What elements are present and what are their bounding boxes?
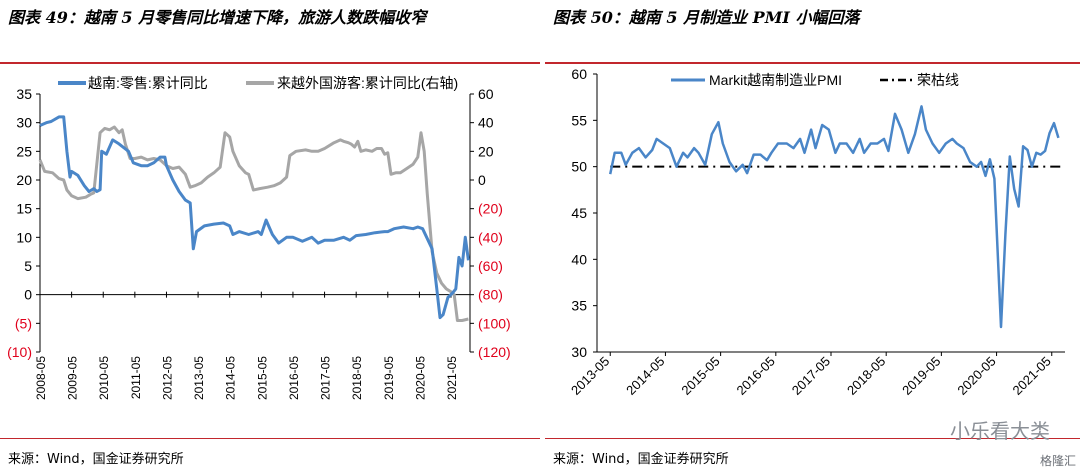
y-tick-label: 45	[571, 205, 587, 221]
x-tick-label: 2016-05	[734, 354, 778, 398]
x-tick-label: 2011-05	[129, 356, 143, 399]
left-bottom-rule	[0, 438, 540, 439]
y-tick-label: 50	[571, 159, 587, 175]
left-title-rule	[0, 62, 540, 64]
watermark-sub: 格隆汇	[1040, 452, 1076, 469]
legend-label-tourists: 来越外国游客:累计同比(右轴)	[277, 75, 458, 91]
x-tick-label: 2018-05	[844, 354, 888, 398]
y-right-tick-label: (20)	[478, 201, 503, 217]
x-tick-label: 2017-05	[319, 356, 333, 400]
left-chart-title: 图表 49：越南 5 月零售同比增速下降，旅游人数跌幅收窄	[8, 6, 528, 30]
y-right-tick-label: 40	[478, 115, 494, 131]
y-right-tick-label: 20	[478, 143, 494, 159]
right-chart-panel: 图表 50：越南 5 月制造业 PMI 小幅回落 60 55 50 45 40 35 30 2…	[545, 0, 1080, 475]
y-right-tick-label: (120)	[478, 344, 511, 360]
y-left-tick-label: 15	[16, 201, 32, 217]
right-title-rule	[545, 62, 1080, 64]
y-left-tick-label: 35	[16, 86, 32, 102]
y-left-tick-label: 20	[16, 172, 32, 188]
right-chart-title: 图表 50：越南 5 月制造业 PMI 小幅回落	[553, 6, 1073, 30]
watermark: 小乐看大类	[950, 415, 1050, 444]
y-tick-label: 35	[571, 298, 587, 314]
y-right-tick-label: (60)	[478, 258, 503, 274]
left-chart: 35 30 25 20 15 10 5 0 (5) (10) 60 40 20 0 (20) (40) (60)…	[0, 66, 540, 436]
y-tick-label: 40	[571, 251, 587, 267]
x-tick-label: 2019-05	[382, 356, 396, 400]
series-line-retail	[40, 117, 468, 318]
x-tick-label: 2021-05	[445, 356, 459, 400]
y-left-tick-label: 5	[24, 258, 32, 274]
x-tick-label: 2014-05	[224, 356, 238, 400]
left-source-note: 来源：Wind，国金证券研究所	[8, 448, 184, 467]
series-line-pmi	[610, 106, 1058, 327]
y-right-tick-label: (80)	[478, 287, 503, 303]
y-left-tick-label: 10	[16, 229, 32, 245]
x-tick-label: 2019-05	[899, 354, 943, 398]
x-tick-label: 2015-05	[255, 356, 269, 400]
x-tick-label: 2016-05	[287, 356, 301, 400]
x-tick-label: 2020-05	[954, 354, 998, 398]
x-tick-label: 2009-05	[66, 356, 80, 400]
x-tick-label: 2012-05	[160, 356, 174, 400]
y-tick-label: 55	[571, 112, 587, 128]
x-tick-label: 2020-05	[413, 356, 427, 400]
y-right-tick-label: (40)	[478, 229, 503, 245]
y-tick-label: 30	[571, 344, 587, 360]
x-tick-label: 2013-05	[568, 354, 612, 398]
y-right-tick-label: 60	[478, 86, 494, 102]
y-right-tick-label: (100)	[478, 315, 511, 331]
left-chart-panel: 图表 49：越南 5 月零售同比增速下降，旅游人数跌幅收窄 35 30 25 20 15…	[0, 0, 540, 475]
y-right-tick-label: 0	[478, 172, 486, 188]
x-tick-label: 2010-05	[97, 356, 111, 400]
right-source-note: 来源：Wind，国金证券研究所	[553, 448, 729, 467]
legend-label-retail: 越南:零售:累计同比	[88, 75, 208, 91]
x-tick-label: 2008-05	[34, 356, 48, 400]
y-left-tick-label: (5)	[15, 315, 32, 331]
x-tick-label: 2018-05	[350, 356, 364, 400]
x-tick-label: 2014-05	[623, 354, 667, 398]
legend-label-boom-bust: 荣枯线	[917, 72, 959, 88]
y-left-tick-label: (10)	[7, 344, 32, 360]
y-left-tick-label: 25	[16, 143, 32, 159]
legend-label-pmi: Markit越南制造业PMI	[709, 72, 842, 88]
y-tick-label: 60	[571, 66, 587, 82]
y-left-tick-label: 30	[16, 115, 32, 131]
x-tick-label: 2013-05	[192, 356, 206, 400]
x-tick-label: 2015-05	[678, 354, 722, 398]
x-tick-label: 2017-05	[789, 354, 833, 398]
series-line-tourists	[40, 127, 468, 321]
x-tick-label: 2021-05	[1010, 354, 1054, 398]
y-left-tick-label: 0	[24, 287, 32, 303]
